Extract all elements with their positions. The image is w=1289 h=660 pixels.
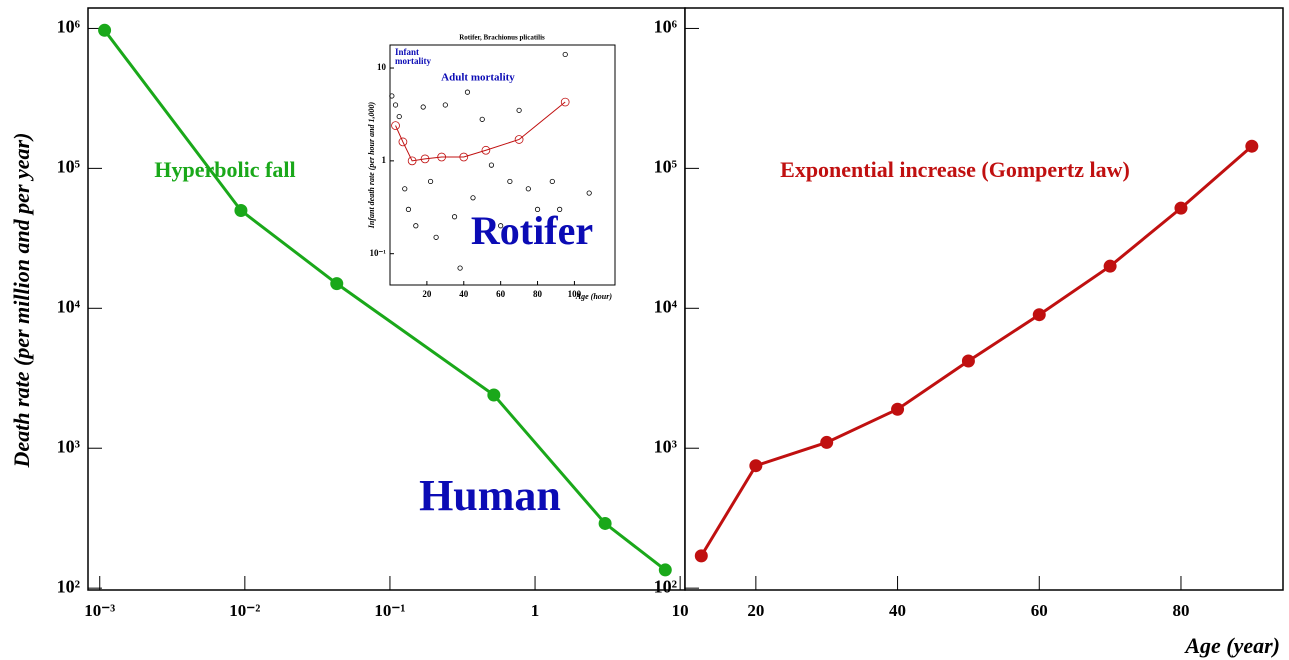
x-tick-label: 20 bbox=[747, 601, 764, 620]
data-point bbox=[470, 195, 476, 201]
annotation: Hyperbolic fall bbox=[154, 157, 295, 182]
data-point bbox=[586, 190, 592, 196]
x-tick-label: 80 bbox=[533, 289, 543, 299]
data-point bbox=[433, 234, 439, 240]
data-point bbox=[525, 186, 531, 192]
annotation: Infant bbox=[395, 47, 419, 57]
data-point bbox=[234, 203, 248, 217]
data-point bbox=[451, 214, 458, 220]
data-point bbox=[464, 89, 471, 95]
x-axis-title: Age (year) bbox=[1183, 633, 1280, 658]
x-tick-label: 40 bbox=[889, 601, 906, 620]
data-point bbox=[961, 354, 975, 368]
x-tick-label: 60 bbox=[1031, 601, 1048, 620]
data-point bbox=[488, 162, 495, 168]
x-tick-label: 10⁻² bbox=[229, 601, 260, 620]
data-point bbox=[402, 186, 408, 192]
x-tick-label: 60 bbox=[496, 289, 506, 299]
data-point bbox=[1103, 259, 1117, 273]
data-point bbox=[507, 178, 513, 185]
annotation: Human bbox=[419, 471, 561, 520]
data-point bbox=[498, 223, 504, 229]
x-tick-label: 20 bbox=[422, 289, 432, 299]
data-point bbox=[534, 206, 541, 212]
data-point bbox=[891, 402, 905, 416]
plot-frame bbox=[684, 7, 1284, 591]
data-point bbox=[437, 152, 446, 162]
data-point bbox=[481, 145, 491, 155]
x-tick-label: 10⁻¹ bbox=[374, 601, 405, 620]
x-tick-label: 80 bbox=[1172, 601, 1189, 620]
y-axis-title: Death rate (per million and per year) bbox=[9, 133, 34, 469]
annotation: Exponential increase (Gompertz law) bbox=[780, 157, 1130, 182]
data-point bbox=[479, 116, 485, 122]
data-point bbox=[557, 206, 563, 212]
x-tick-label: 40 bbox=[459, 289, 469, 299]
data-point bbox=[1174, 201, 1188, 215]
data-point bbox=[694, 549, 708, 563]
y-tick-label: 10⁴ bbox=[57, 296, 81, 316]
data-point bbox=[389, 93, 395, 99]
data-point bbox=[407, 156, 417, 166]
y-tick-label: 10 bbox=[377, 62, 387, 72]
data-point bbox=[420, 154, 430, 164]
data-point bbox=[516, 107, 522, 113]
data-point bbox=[560, 97, 570, 107]
y-tick-label: 10⁵ bbox=[654, 156, 678, 176]
plot-frame bbox=[389, 44, 616, 286]
annotation: mortality bbox=[395, 56, 431, 66]
data-point bbox=[442, 102, 448, 108]
y-tick-label: 10⁵ bbox=[57, 156, 81, 176]
y-tick-label: 10⁶ bbox=[654, 17, 678, 37]
data-point bbox=[514, 135, 524, 144]
annotation: Adult mortality bbox=[441, 72, 515, 84]
x-axis-title: Age (hour) bbox=[575, 292, 613, 301]
data-point bbox=[1245, 139, 1259, 153]
x-tick-label: 10 bbox=[672, 601, 689, 620]
data-point bbox=[398, 137, 408, 147]
data-point bbox=[459, 152, 469, 162]
data-point bbox=[658, 563, 672, 577]
y-tick-label: 10⁻¹ bbox=[370, 248, 387, 258]
y-tick-label: 10⁴ bbox=[654, 296, 678, 316]
x-tick-label: 1 bbox=[531, 601, 540, 620]
x-tick-label: 100 bbox=[568, 289, 582, 299]
y-axis-title: Infant death rate (per hour and 1,000) bbox=[367, 101, 376, 229]
data-point bbox=[549, 178, 555, 185]
y-tick-label: 10³ bbox=[654, 436, 678, 456]
annotation: Rotifer bbox=[471, 208, 593, 253]
data-point bbox=[562, 51, 568, 58]
data-point bbox=[413, 223, 419, 229]
data-point bbox=[392, 102, 399, 108]
data-point bbox=[405, 206, 412, 212]
data-point bbox=[427, 178, 434, 185]
data-point bbox=[396, 113, 402, 120]
data-point bbox=[598, 516, 612, 530]
data-point bbox=[749, 459, 763, 473]
data-point bbox=[457, 265, 463, 271]
data-point bbox=[330, 277, 344, 291]
data-point bbox=[391, 121, 400, 130]
data-point bbox=[487, 388, 501, 402]
data-point bbox=[98, 23, 112, 37]
y-tick-label: 10² bbox=[654, 576, 677, 596]
x-tick-label: 10⁻³ bbox=[84, 601, 115, 620]
series-line bbox=[395, 101, 566, 162]
data-point bbox=[420, 104, 426, 110]
y-tick-label: 10² bbox=[57, 576, 80, 596]
series-line bbox=[103, 29, 667, 572]
y-tick-label: 1 bbox=[382, 155, 387, 165]
chart-title: Rotifer, Brachionus plicatilis bbox=[459, 34, 545, 42]
y-tick-label: 10⁶ bbox=[57, 17, 81, 37]
y-tick-label: 10³ bbox=[57, 436, 81, 456]
data-point bbox=[820, 435, 834, 449]
data-point bbox=[1032, 308, 1046, 322]
